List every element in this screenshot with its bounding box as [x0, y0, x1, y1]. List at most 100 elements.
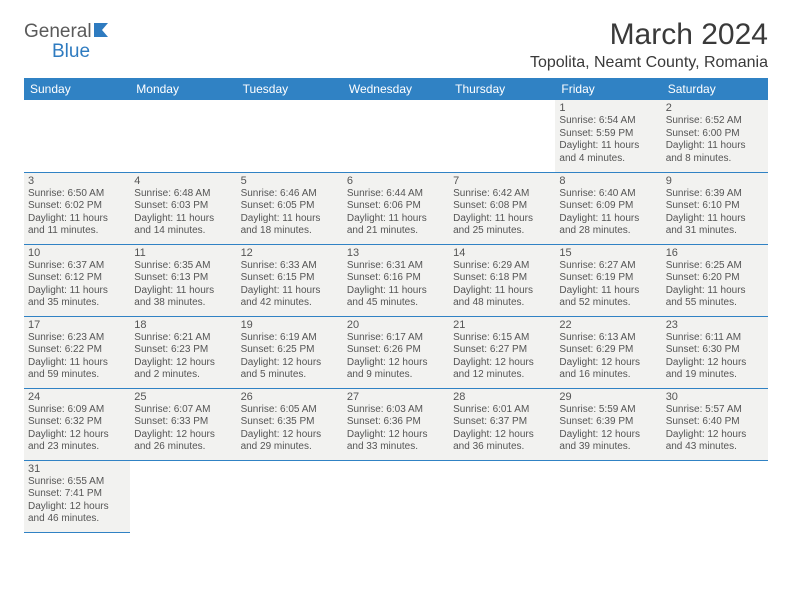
day-number: 13 [347, 247, 445, 259]
day-info: Sunrise: 6:13 AMSunset: 6:29 PMDaylight:… [559, 332, 657, 382]
calendar-cell: 1Sunrise: 6:54 AMSunset: 5:59 PMDaylight… [555, 100, 661, 172]
day-number: 22 [559, 319, 657, 331]
calendar-cell-empty [343, 100, 449, 172]
calendar-cell: 16Sunrise: 6:25 AMSunset: 6:20 PMDayligh… [662, 244, 768, 316]
calendar-row: 17Sunrise: 6:23 AMSunset: 6:22 PMDayligh… [24, 316, 768, 388]
day-info: Sunrise: 6:31 AMSunset: 6:16 PMDaylight:… [347, 260, 445, 310]
calendar-cell-empty [449, 100, 555, 172]
day-number: 23 [666, 319, 764, 331]
calendar-cell: 17Sunrise: 6:23 AMSunset: 6:22 PMDayligh… [24, 316, 130, 388]
day-info: Sunrise: 6:50 AMSunset: 6:02 PMDaylight:… [28, 188, 126, 238]
calendar-cell: 27Sunrise: 6:03 AMSunset: 6:36 PMDayligh… [343, 388, 449, 460]
calendar-cell-empty [449, 460, 555, 532]
day-number: 31 [28, 463, 126, 475]
day-info: Sunrise: 6:01 AMSunset: 6:37 PMDaylight:… [453, 404, 551, 454]
day-info: Sunrise: 6:09 AMSunset: 6:32 PMDaylight:… [28, 404, 126, 454]
calendar-cell: 3Sunrise: 6:50 AMSunset: 6:02 PMDaylight… [24, 172, 130, 244]
day-info: Sunrise: 6:05 AMSunset: 6:35 PMDaylight:… [241, 404, 339, 454]
calendar-cell: 14Sunrise: 6:29 AMSunset: 6:18 PMDayligh… [449, 244, 555, 316]
calendar-cell: 12Sunrise: 6:33 AMSunset: 6:15 PMDayligh… [237, 244, 343, 316]
day-info: Sunrise: 6:17 AMSunset: 6:26 PMDaylight:… [347, 332, 445, 382]
logo-blue: Blue [24, 41, 90, 62]
header: General Blue March 2024 Topolita, Neamt … [24, 18, 768, 72]
calendar-cell-empty [555, 460, 661, 532]
weekday-header: Sunday [24, 78, 130, 100]
logo: General Blue [24, 22, 114, 62]
day-number: 15 [559, 247, 657, 259]
calendar-cell: 31Sunrise: 6:55 AMSunset: 7:41 PMDayligh… [24, 460, 130, 532]
day-number: 10 [28, 247, 126, 259]
day-info: Sunrise: 6:15 AMSunset: 6:27 PMDaylight:… [453, 332, 551, 382]
calendar-cell: 30Sunrise: 5:57 AMSunset: 6:40 PMDayligh… [662, 388, 768, 460]
calendar-cell-empty [24, 100, 130, 172]
day-number: 7 [453, 175, 551, 187]
day-number: 30 [666, 391, 764, 403]
day-info: Sunrise: 6:37 AMSunset: 6:12 PMDaylight:… [28, 260, 126, 310]
calendar-cell-empty [130, 100, 236, 172]
day-info: Sunrise: 6:33 AMSunset: 6:15 PMDaylight:… [241, 260, 339, 310]
day-info: Sunrise: 6:21 AMSunset: 6:23 PMDaylight:… [134, 332, 232, 382]
day-number: 8 [559, 175, 657, 187]
day-number: 26 [241, 391, 339, 403]
day-info: Sunrise: 5:59 AMSunset: 6:39 PMDaylight:… [559, 404, 657, 454]
day-number: 27 [347, 391, 445, 403]
day-info: Sunrise: 6:44 AMSunset: 6:06 PMDaylight:… [347, 188, 445, 238]
day-info: Sunrise: 6:39 AMSunset: 6:10 PMDaylight:… [666, 188, 764, 238]
weekday-header: Wednesday [343, 78, 449, 100]
day-info: Sunrise: 6:40 AMSunset: 6:09 PMDaylight:… [559, 188, 657, 238]
calendar-row: 3Sunrise: 6:50 AMSunset: 6:02 PMDaylight… [24, 172, 768, 244]
day-number: 12 [241, 247, 339, 259]
day-number: 25 [134, 391, 232, 403]
day-number: 21 [453, 319, 551, 331]
calendar-cell: 6Sunrise: 6:44 AMSunset: 6:06 PMDaylight… [343, 172, 449, 244]
calendar-cell-empty [237, 100, 343, 172]
day-number: 24 [28, 391, 126, 403]
month-title: March 2024 [530, 18, 768, 52]
day-number: 4 [134, 175, 232, 187]
day-number: 3 [28, 175, 126, 187]
weekday-header: Saturday [662, 78, 768, 100]
day-number: 11 [134, 247, 232, 259]
calendar-head: SundayMondayTuesdayWednesdayThursdayFrid… [24, 78, 768, 100]
calendar-cell: 18Sunrise: 6:21 AMSunset: 6:23 PMDayligh… [130, 316, 236, 388]
day-info: Sunrise: 6:55 AMSunset: 7:41 PMDaylight:… [28, 476, 126, 526]
calendar-cell: 19Sunrise: 6:19 AMSunset: 6:25 PMDayligh… [237, 316, 343, 388]
day-info: Sunrise: 6:52 AMSunset: 6:00 PMDaylight:… [666, 115, 764, 165]
calendar-cell: 21Sunrise: 6:15 AMSunset: 6:27 PMDayligh… [449, 316, 555, 388]
day-number: 2 [666, 102, 764, 114]
calendar-cell: 20Sunrise: 6:17 AMSunset: 6:26 PMDayligh… [343, 316, 449, 388]
location: Topolita, Neamt County, Romania [530, 54, 768, 72]
calendar-body: 1Sunrise: 6:54 AMSunset: 5:59 PMDaylight… [24, 100, 768, 532]
weekday-header: Tuesday [237, 78, 343, 100]
day-number: 16 [666, 247, 764, 259]
calendar-cell: 9Sunrise: 6:39 AMSunset: 6:10 PMDaylight… [662, 172, 768, 244]
day-info: Sunrise: 6:19 AMSunset: 6:25 PMDaylight:… [241, 332, 339, 382]
day-number: 1 [559, 102, 657, 114]
calendar-cell: 2Sunrise: 6:52 AMSunset: 6:00 PMDaylight… [662, 100, 768, 172]
calendar-cell: 29Sunrise: 5:59 AMSunset: 6:39 PMDayligh… [555, 388, 661, 460]
day-info: Sunrise: 6:27 AMSunset: 6:19 PMDaylight:… [559, 260, 657, 310]
day-number: 17 [28, 319, 126, 331]
calendar-cell-empty [237, 460, 343, 532]
day-info: Sunrise: 6:54 AMSunset: 5:59 PMDaylight:… [559, 115, 657, 165]
page: General Blue March 2024 Topolita, Neamt … [0, 0, 792, 551]
calendar-cell: 25Sunrise: 6:07 AMSunset: 6:33 PMDayligh… [130, 388, 236, 460]
calendar-cell: 24Sunrise: 6:09 AMSunset: 6:32 PMDayligh… [24, 388, 130, 460]
day-number: 14 [453, 247, 551, 259]
flag-icon [94, 23, 114, 42]
calendar-cell-empty [343, 460, 449, 532]
title-block: March 2024 Topolita, Neamt County, Roman… [530, 18, 768, 72]
calendar-row: 31Sunrise: 6:55 AMSunset: 7:41 PMDayligh… [24, 460, 768, 532]
logo-general: General [24, 21, 92, 42]
calendar-cell: 11Sunrise: 6:35 AMSunset: 6:13 PMDayligh… [130, 244, 236, 316]
calendar-cell: 23Sunrise: 6:11 AMSunset: 6:30 PMDayligh… [662, 316, 768, 388]
day-info: Sunrise: 6:25 AMSunset: 6:20 PMDaylight:… [666, 260, 764, 310]
calendar-cell: 26Sunrise: 6:05 AMSunset: 6:35 PMDayligh… [237, 388, 343, 460]
day-info: Sunrise: 6:48 AMSunset: 6:03 PMDaylight:… [134, 188, 232, 238]
calendar-cell: 13Sunrise: 6:31 AMSunset: 6:16 PMDayligh… [343, 244, 449, 316]
calendar-cell: 15Sunrise: 6:27 AMSunset: 6:19 PMDayligh… [555, 244, 661, 316]
calendar-cell: 8Sunrise: 6:40 AMSunset: 6:09 PMDaylight… [555, 172, 661, 244]
day-info: Sunrise: 6:03 AMSunset: 6:36 PMDaylight:… [347, 404, 445, 454]
day-info: Sunrise: 6:07 AMSunset: 6:33 PMDaylight:… [134, 404, 232, 454]
weekday-header: Monday [130, 78, 236, 100]
